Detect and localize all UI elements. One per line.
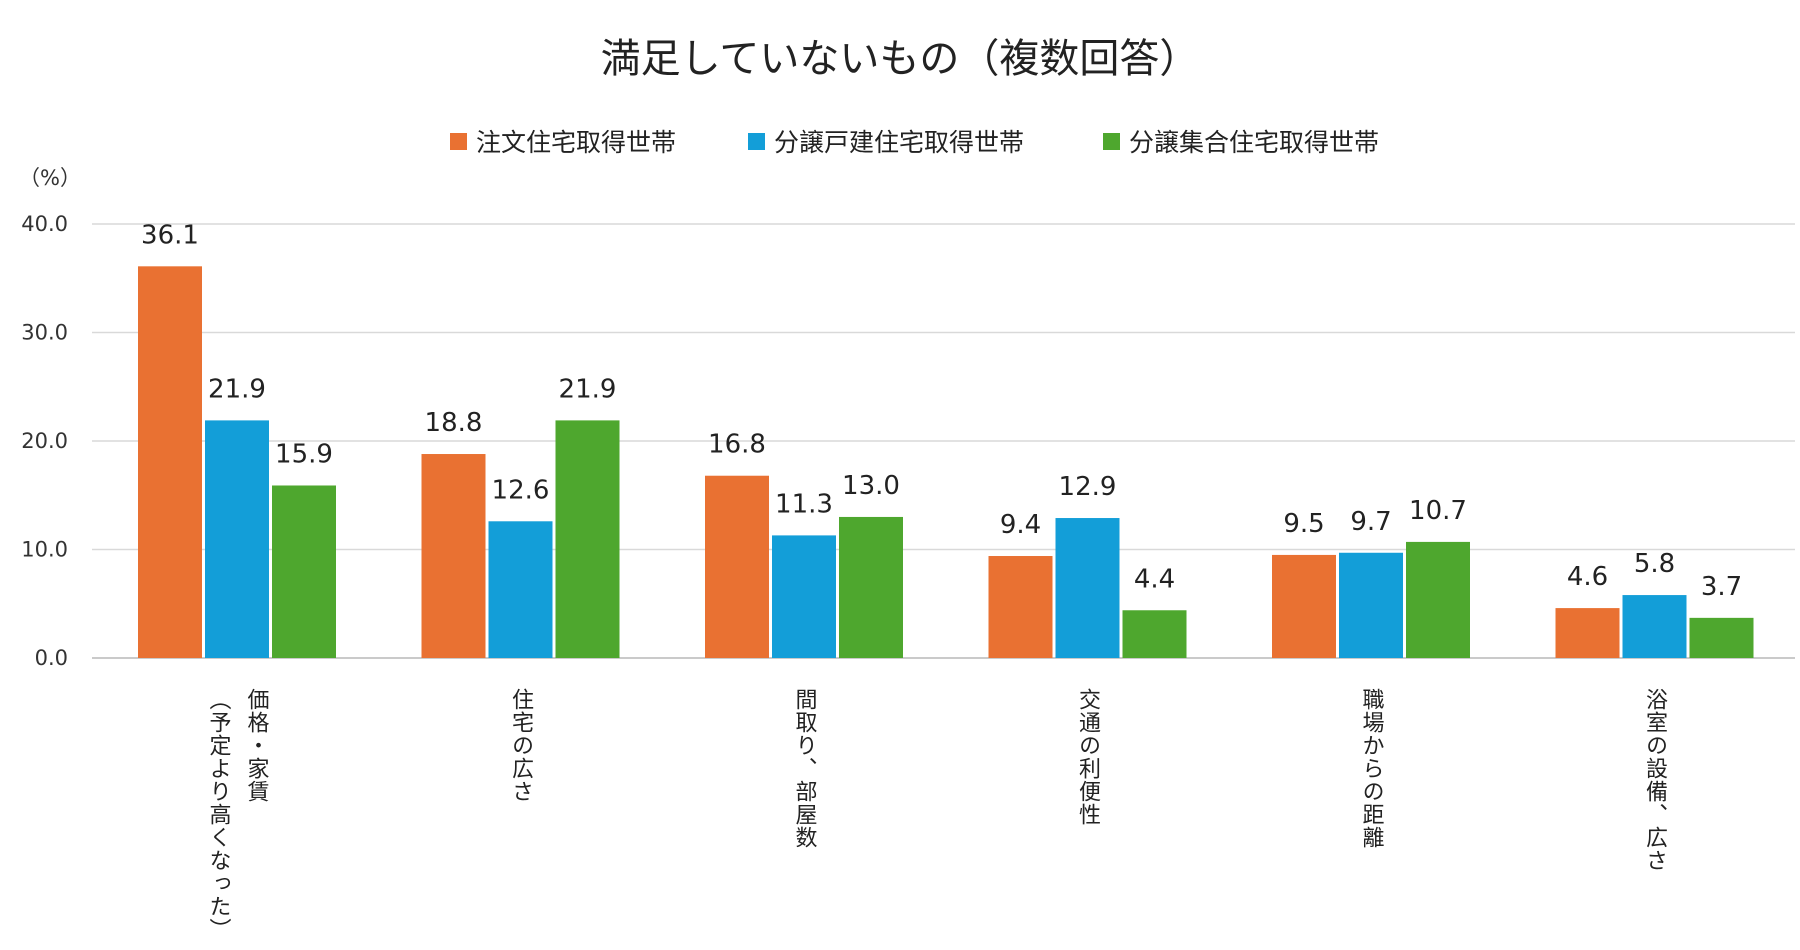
- legend-item: 分譲集合住宅取得世帯: [1103, 128, 1379, 157]
- data-label: 9.4: [1000, 510, 1041, 540]
- data-label: 16.8: [708, 430, 766, 460]
- bar: [1689, 617, 1754, 658]
- legend: 注文住宅取得世帯 分譲戸建住宅取得世帯 分譲集合住宅取得世帯: [450, 128, 1379, 157]
- legend-swatch: [1103, 133, 1120, 150]
- data-labels: 36.1 21.9 15.9 18.8 12.6 21.9 16.8 11.3 13.0 9.4 1…: [141, 220, 1742, 602]
- bar: [488, 521, 553, 658]
- category-label-line: （予定より高くなった）: [206, 688, 232, 941]
- bar: [1339, 552, 1403, 658]
- category-label: 職場からの距離: [1359, 688, 1385, 849]
- y-tick-label: 20.0: [21, 429, 68, 453]
- category-label-line: 交通の利便性: [1075, 688, 1101, 826]
- data-label: 13.0: [842, 471, 900, 501]
- category-label: 間取り、部屋数: [792, 688, 818, 849]
- bar: [1406, 541, 1470, 658]
- legend-item: 注文住宅取得世帯: [450, 128, 676, 157]
- data-label: 18.8: [425, 408, 483, 438]
- bar: [272, 485, 336, 658]
- data-label: 36.1: [141, 220, 199, 250]
- bar: [421, 454, 486, 658]
- category-label: （予定より高くなった）: [206, 688, 232, 941]
- category-label: 交通の利便性: [1075, 688, 1101, 826]
- legend-label: 分譲集合住宅取得世帯: [1129, 128, 1379, 157]
- legend-swatch: [450, 133, 467, 150]
- data-label: 15.9: [275, 439, 333, 469]
- data-label: 21.9: [559, 374, 617, 404]
- bar: [1055, 518, 1120, 658]
- data-label: 21.9: [208, 374, 266, 404]
- bar: [1622, 595, 1687, 658]
- data-label: 12.9: [1059, 472, 1117, 502]
- bars: [138, 266, 1754, 658]
- bar: [705, 475, 769, 658]
- category-label-line: 価格・家賃: [244, 688, 270, 803]
- data-label: 11.3: [775, 489, 833, 519]
- data-label: 9.5: [1283, 509, 1324, 539]
- category-label-line: 職場からの距離: [1359, 688, 1385, 849]
- bar: [138, 266, 202, 658]
- category-label-line: 浴室の設備、広さ: [1642, 688, 1668, 872]
- category-labels: 価格・家賃 （予定より高くなった） 住宅の広さ 間取り、部屋数 交通の利便性 職場からの距…: [206, 688, 1669, 941]
- data-label: 5.8: [1634, 549, 1675, 579]
- data-label: 4.6: [1567, 562, 1608, 592]
- chart-title: 満足していないもの（複数回答）: [601, 36, 1200, 82]
- y-tick-label: 10.0: [21, 538, 68, 562]
- bar: [1555, 608, 1620, 658]
- data-label: 3.7: [1701, 572, 1742, 602]
- data-label: 4.4: [1134, 564, 1175, 594]
- legend-swatch: [748, 133, 765, 150]
- y-axis-unit-label: （%）: [19, 166, 81, 190]
- legend-label: 注文住宅取得世帯: [476, 128, 676, 157]
- category-label: 価格・家賃: [244, 688, 270, 803]
- bar: [839, 516, 903, 658]
- category-label-line: 間取り、部屋数: [792, 688, 818, 849]
- bar: [1272, 554, 1336, 658]
- data-label: 9.7: [1350, 507, 1391, 537]
- y-tick-label: 30.0: [21, 321, 68, 345]
- category-label: 浴室の設備、広さ: [1642, 688, 1668, 872]
- y-axis-ticks: 0.0 10.0 20.0 30.0 40.0: [21, 212, 68, 670]
- gridlines: [92, 223, 1795, 659]
- data-label: 12.6: [492, 475, 550, 505]
- bar: [205, 420, 269, 658]
- y-tick-label: 40.0: [21, 212, 68, 236]
- legend-label: 分譲戸建住宅取得世帯: [774, 128, 1024, 157]
- y-tick-label: 0.0: [35, 646, 68, 670]
- bar: [1122, 610, 1187, 658]
- bar: [772, 535, 836, 658]
- bar: [988, 556, 1053, 658]
- category-label-line: 住宅の広さ: [508, 688, 534, 803]
- bar: [555, 420, 620, 658]
- legend-item: 分譲戸建住宅取得世帯: [748, 128, 1024, 157]
- category-label: 住宅の広さ: [508, 688, 534, 803]
- data-label: 10.7: [1409, 496, 1467, 526]
